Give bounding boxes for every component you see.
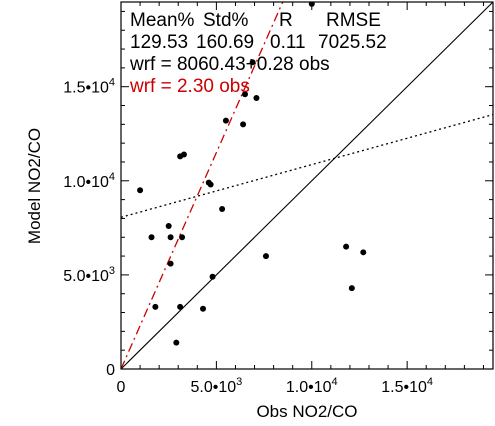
x-tick-label: 0 (117, 379, 126, 396)
data-point (222, 117, 229, 124)
stat-value: 0.11 (270, 32, 306, 53)
y-tick-label: 5.0•103 (63, 265, 115, 285)
one-to-one-line (121, 2, 493, 369)
data-point (167, 260, 174, 267)
x-tick-label: 1.0•104 (286, 376, 338, 396)
data-point (173, 339, 180, 346)
y-axis-label: Model NO2/CO (25, 128, 44, 244)
data-point (177, 303, 184, 310)
regression-line (121, 113, 493, 218)
data-point (262, 253, 269, 260)
data-point (165, 222, 172, 229)
data-point (179, 234, 186, 241)
data-point (219, 206, 226, 213)
stat-header: Mean% (130, 10, 195, 31)
data-point (253, 94, 260, 101)
y-axis: 0 5.0•103 1.0•104 1.5•104 (63, 10, 493, 379)
data-point (360, 249, 367, 256)
stat-header: Std% (203, 10, 249, 31)
data-point (152, 303, 159, 310)
plot-frame (120, 1, 494, 370)
stat-value: 129.53 (130, 32, 188, 53)
data-point (209, 273, 216, 280)
data-point (148, 234, 155, 241)
x-axis: 0 5.0•103 1.0•104 1.5•104 (117, 2, 484, 396)
fit-lines (121, 2, 493, 369)
stat-header: R (279, 10, 293, 31)
data-point (240, 121, 247, 128)
stat-value: 7025.52 (318, 32, 387, 53)
data-points (137, 2, 367, 346)
data-point (242, 91, 248, 98)
x-tick-label: 1.5•104 (381, 376, 433, 396)
y-tick-label: 1.0•104 (63, 171, 115, 191)
data-point (207, 181, 214, 188)
stat-value: 160.69 (196, 32, 254, 53)
x-axis-label: Obs NO2/CO (256, 402, 357, 421)
ratio-line (121, 2, 284, 369)
y-tick-label: 1.5•104 (63, 77, 115, 97)
ratio-equation: wrf = 2.30 obs (129, 76, 250, 97)
data-point (348, 285, 355, 292)
stat-header: RMSE (326, 10, 381, 31)
data-point (200, 305, 207, 312)
data-point (249, 59, 256, 66)
data-point (137, 187, 144, 194)
regression-equation: wrf = 8060.43+0.28 obs (129, 54, 330, 75)
x-tick-label: 5.0•103 (191, 376, 243, 396)
data-point (343, 243, 350, 250)
data-point (167, 234, 174, 241)
y-tick-label: 0 (106, 362, 115, 379)
data-point (180, 151, 187, 158)
